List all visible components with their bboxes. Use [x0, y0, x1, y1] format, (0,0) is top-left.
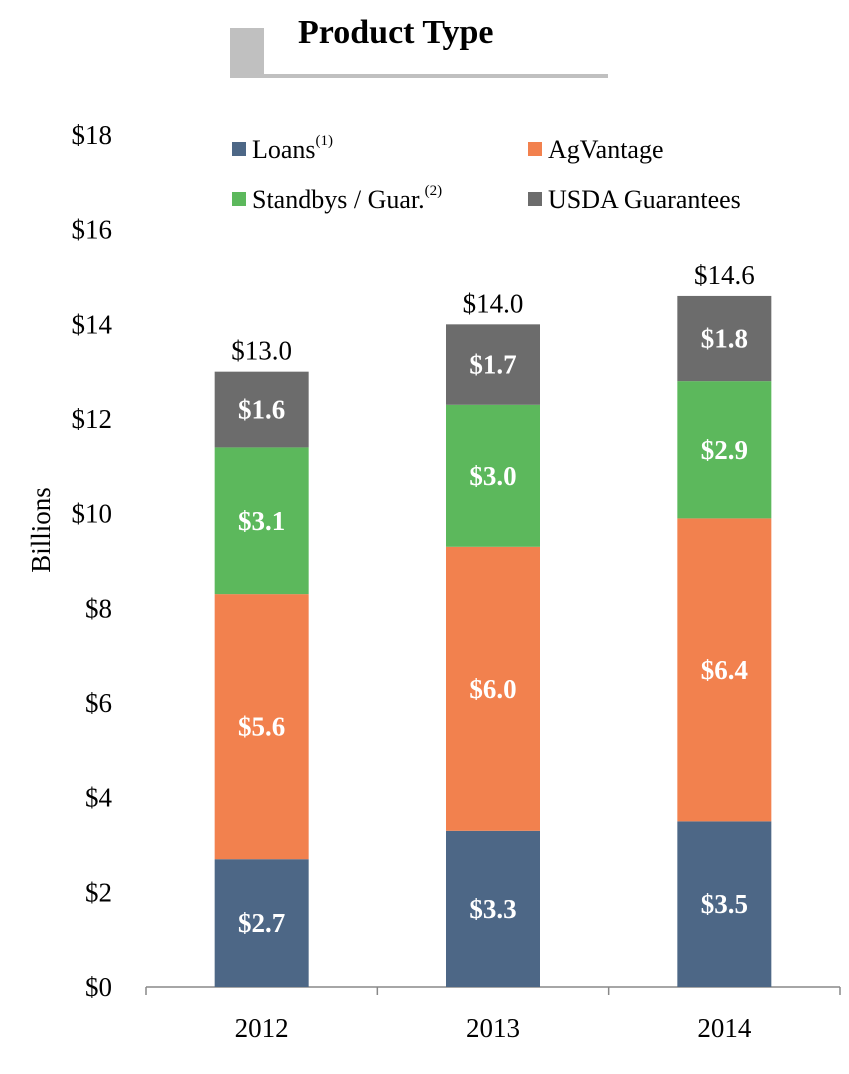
y-tick-label: $0: [85, 972, 112, 1002]
bar-series-group: [214, 295, 772, 987]
y-axis: $0 $2 $4 $6 $8 $10 $12 $14 $16 $18 Billions: [26, 120, 113, 1002]
bar-value-label: $3.0: [469, 461, 516, 491]
y-axis-title: Billions: [26, 487, 56, 573]
y-tick-label: $4: [85, 783, 113, 813]
legend-swatch: [528, 192, 542, 206]
x-axis: 2012 2013 2014: [145, 986, 841, 1043]
bar-segment-agvantage: [214, 594, 309, 860]
bar-value-label: $3.3: [469, 894, 516, 924]
bar-value-label: $1.8: [701, 324, 748, 354]
bar-segment-usda-guarantees: [214, 371, 309, 448]
legend-swatch: [528, 142, 542, 156]
bar-value-label: $3.5: [701, 889, 748, 919]
bar-segment-standbys-guar: [446, 404, 540, 547]
legend-swatch: [232, 192, 246, 206]
bar-value-label: $1.6: [238, 395, 285, 425]
legend-entry-label: Standbys / Guar.(2): [252, 183, 442, 214]
bar-total-label: $13.0: [231, 336, 292, 366]
y-tick-label: $6: [85, 688, 112, 718]
legend-entry-label: Loans(1): [252, 133, 333, 164]
legend-entry-label: USDA Guarantees: [548, 185, 741, 214]
bar-total-label: $14.0: [463, 288, 524, 318]
legend-entry-label: AgVantage: [548, 135, 664, 164]
bar-value-label: $1.7: [469, 350, 516, 380]
section-header: Product Type: [230, 10, 608, 78]
bar-value-label: $6.4: [701, 655, 748, 685]
legend-superscript: (2): [425, 183, 443, 199]
header-underline: [264, 74, 608, 78]
y-tick-label: $2: [85, 877, 112, 907]
page-title: Product Type: [298, 14, 494, 51]
y-tick-label: $10: [72, 499, 113, 529]
header-accent-block: [230, 28, 264, 78]
y-tick-label: $18: [72, 120, 113, 150]
data-labels-group: $2.7 $5.6 $3.1 $1.6 $13.0 $3.3 $6.0 $3.0 $1.7 $14…: [231, 260, 754, 938]
bar-segment-loans: [677, 821, 772, 987]
x-tick-label: 2012: [235, 1013, 289, 1043]
y-tick-label: $14: [72, 309, 113, 339]
bar-segment-standbys-guar: [677, 381, 772, 519]
bar-value-label: $2.7: [238, 908, 285, 938]
bar-segment-agvantage: [677, 518, 772, 822]
bar-value-label: $3.1: [238, 506, 285, 536]
bar-total-label: $14.6: [694, 260, 755, 290]
x-tick-label: 2013: [466, 1013, 520, 1043]
legend-swatch: [232, 142, 246, 156]
x-tick-label: 2014: [697, 1013, 752, 1043]
bar-segment-loans: [446, 830, 540, 987]
bar-segment-loans: [214, 859, 309, 987]
bar-value-label: $5.6: [238, 712, 285, 742]
chart-legend: Loans(1) AgVantage Standbys / Guar.(2) USDA…: [232, 133, 741, 214]
bar-segment-usda-guarantees: [677, 295, 772, 382]
bar-value-label: $6.0: [469, 674, 516, 704]
y-tick-label: $12: [72, 404, 113, 434]
bar-value-label: $2.9: [701, 435, 748, 465]
bar-segment-agvantage: [446, 546, 540, 831]
bar-segment-usda-guarantees: [446, 324, 540, 405]
legend-superscript: (1): [316, 133, 334, 149]
y-tick-label: $8: [85, 593, 112, 623]
y-tick-label: $16: [72, 215, 113, 245]
bar-segment-standbys-guar: [214, 447, 309, 595]
